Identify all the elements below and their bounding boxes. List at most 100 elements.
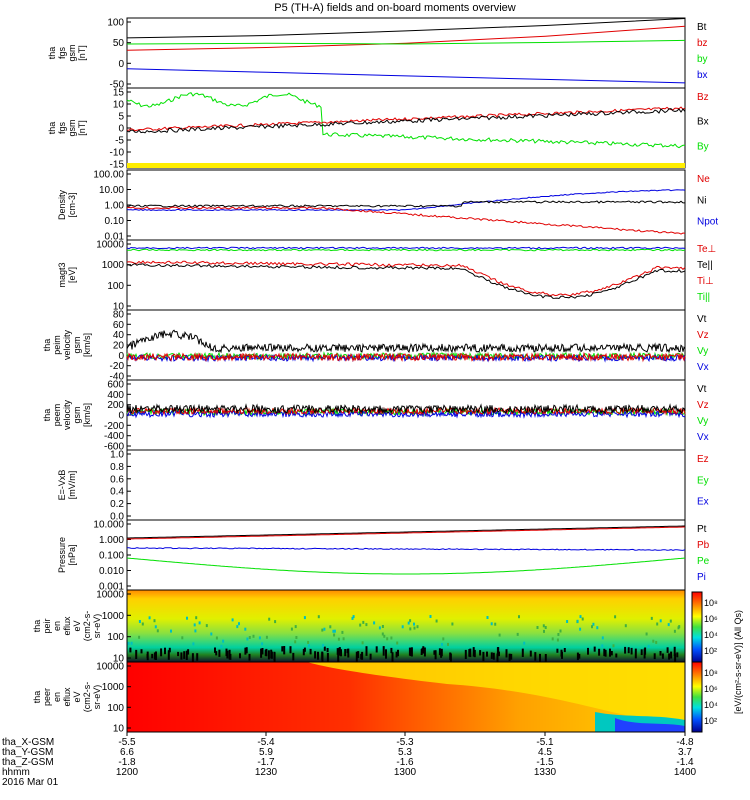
y-tick-label: 600 <box>107 380 124 391</box>
spectrogram-pixel <box>164 647 166 655</box>
y-tick-label: 100 <box>107 703 124 714</box>
spectrogram-pixel <box>231 618 234 622</box>
y-tick-label: 0.0 <box>110 512 124 523</box>
spectrogram-pixel <box>148 616 151 620</box>
y-axis-label: thafgsgsm[nT] <box>47 44 87 61</box>
spectrogram-pixel <box>295 636 298 639</box>
colorbar-tick: 10⁶ <box>704 684 718 694</box>
spectrogram-pixel <box>289 646 292 654</box>
spectrogram-pixel <box>141 622 144 626</box>
spectrogram-pixel <box>245 647 248 654</box>
spectrogram-pixel <box>375 646 378 653</box>
y-axis-label-line: [nPa] <box>67 544 77 565</box>
y-axis-label-line: tha <box>32 620 42 633</box>
spectrogram-pixel <box>373 621 376 625</box>
spectrogram-pixel <box>492 652 495 660</box>
spectrogram-pixel <box>155 651 157 660</box>
y-axis-label-line: Density <box>57 189 67 220</box>
y-tick-label: 0.6 <box>110 474 124 485</box>
spectrogram-pixel <box>407 621 410 625</box>
spectrogram-pixel <box>218 649 221 657</box>
series-line-bz <box>126 25 686 51</box>
x-axis-value: 3.7 <box>678 747 692 758</box>
y-tick-label: -5 <box>115 136 124 147</box>
y-axis-label-line: eV <box>72 691 82 702</box>
colorbar-electron <box>691 661 703 733</box>
spectrogram-pixel <box>129 647 132 653</box>
spectrogram-pixel <box>674 653 677 663</box>
y-axis-label-line: [cm-3] <box>67 192 77 217</box>
spectrogram-pixel <box>360 653 363 660</box>
y-tick-label: -200 <box>104 421 124 432</box>
spectrogram-pixel <box>362 620 365 624</box>
y-tick-label: 40 <box>113 330 125 341</box>
spectrogram-region <box>307 662 685 724</box>
legend-entry: Pi <box>697 572 706 583</box>
legend-entry: Npot <box>697 217 718 228</box>
spectrogram-pixel <box>336 648 339 655</box>
spectrogram-pixel <box>496 653 499 664</box>
y-axis-label-line: [km/s] <box>82 403 92 427</box>
spectrogram-pixel <box>177 651 180 657</box>
spectrogram-pixel <box>192 642 195 646</box>
y-axis-label-line: (cm2-s- <box>82 611 92 642</box>
spectrogram-pixel <box>601 644 604 648</box>
series-line-by <box>126 39 686 45</box>
spectrogram-pixel <box>357 651 360 659</box>
y-tick-label: 0 <box>118 411 124 422</box>
spectrogram-pixel <box>472 647 475 657</box>
y-axis-label: thapeerenefluxeV(cm2-s-sr-eV) <box>32 682 102 713</box>
y-axis-label-line: en <box>52 692 62 702</box>
y-axis-label-line: tha <box>47 122 57 135</box>
y-tick-label: 0 <box>118 351 124 362</box>
spectrogram-pixel <box>612 644 615 648</box>
series-line-Npot <box>126 189 686 212</box>
x-axis-value: -1.6 <box>396 757 414 768</box>
spectrogram-pixel <box>130 641 133 645</box>
spectrogram-pixel <box>391 652 394 662</box>
spectrogram-pixel <box>468 649 471 657</box>
spectrogram-pixel <box>449 652 452 660</box>
spectrogram-pixel <box>260 648 263 658</box>
spectrogram-pixel <box>494 622 497 626</box>
y-tick-label: 0.001 <box>99 582 124 593</box>
spectrogram-pixel <box>183 651 186 659</box>
spectrogram-pixel <box>615 653 618 658</box>
spectrogram-pixel <box>340 649 342 657</box>
colorbar: 10⁸ 10⁶ 10⁴ 10² 10⁸ 10⁶ 10⁴ 10² [eV/(cm²-s-sr-eV… <box>691 591 743 733</box>
y-tick-label: 10.00 <box>99 185 124 196</box>
y-tick-label: -600 <box>104 442 124 453</box>
spectrogram-pixel <box>329 625 332 629</box>
x-axis-row-label: tha_Y-GSM <box>2 747 53 758</box>
spectrogram-pixel <box>342 637 345 641</box>
spectrogram-pixel <box>323 627 326 631</box>
legend-entry: Vt <box>697 384 707 395</box>
spectrogram-pixel <box>323 646 326 651</box>
y-axis-label-line: tha <box>42 339 52 352</box>
y-axis-label: thapeimvelocitygsm[km/s] <box>42 329 92 360</box>
spectrogram-pixel <box>643 648 646 659</box>
y-axis-label: E=-VxB[mV/m] <box>57 470 77 501</box>
spectrogram-pixel <box>423 647 426 657</box>
spectrogram-pixel <box>609 648 611 657</box>
spectrogram-pixel <box>248 636 251 639</box>
y-axis-label-line: peir <box>42 618 52 633</box>
series-line-Ni <box>126 200 685 208</box>
panel-frame <box>126 449 686 521</box>
spectrogram-pixel <box>591 625 593 629</box>
legend-entry: Te|| <box>697 260 713 271</box>
spectrogram-pixel <box>135 649 138 659</box>
spectrogram-pixel <box>333 633 336 637</box>
y-axis-label: thafgsgsm[nT] <box>47 119 87 136</box>
legend-entry: Vz <box>697 330 709 341</box>
spectrogram-pixel <box>274 620 277 624</box>
spectrogram-pixel <box>614 615 617 619</box>
spectrogram-pixel <box>244 647 247 655</box>
y-tick-label: 10 <box>113 654 125 665</box>
legend-entry: Vx <box>697 362 709 373</box>
y-tick-label: 1000 <box>102 682 125 693</box>
spectrogram-pixel <box>667 623 670 627</box>
spectrogram-pixel <box>138 635 141 639</box>
